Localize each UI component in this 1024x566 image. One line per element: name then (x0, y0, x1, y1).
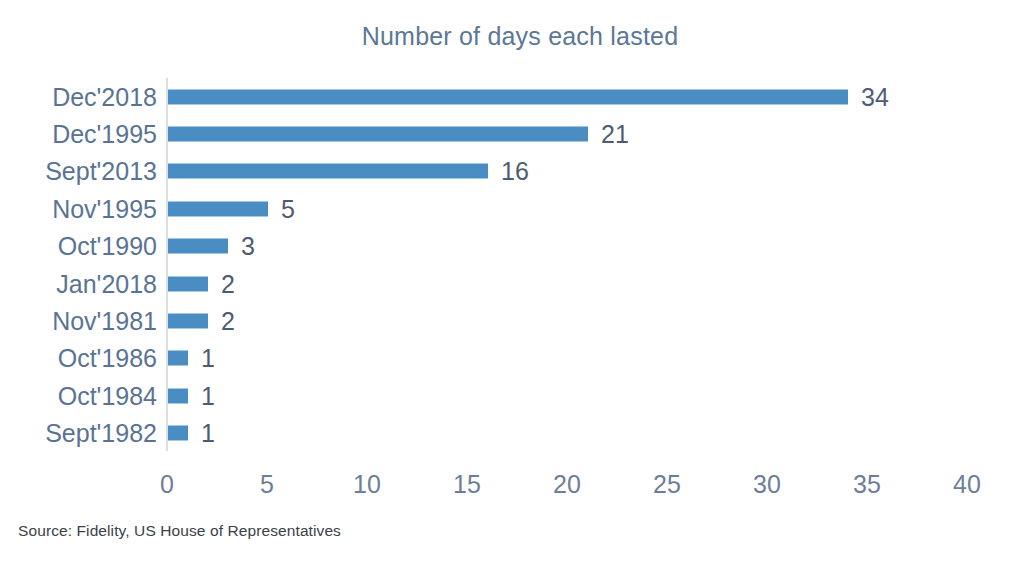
value-label: 5 (281, 194, 295, 223)
category-label: Oct'1986 (0, 344, 157, 373)
bar-row: Nov'1995 5 (0, 190, 1024, 227)
value-label: 3 (241, 232, 255, 261)
x-axis-tick-label: 10 (353, 470, 381, 499)
x-axis-tick-label: 0 (160, 470, 174, 499)
value-label: 1 (201, 419, 215, 448)
bar-row: Jan'2018 2 (0, 265, 1024, 302)
bar-row: Sept'2013 16 (0, 153, 1024, 190)
value-label: 16 (501, 157, 529, 186)
source-note: Source: Fidelity, US House of Representa… (18, 522, 341, 540)
x-axis-tick-label: 20 (553, 470, 581, 499)
y-axis-line (166, 78, 168, 451)
category-label: Dec'1995 (0, 120, 157, 149)
bar (168, 314, 208, 329)
bar-row: Sept'1982 1 (0, 415, 1024, 452)
chart-page: Number of days each lasted Dec'201834Dec… (0, 0, 1024, 566)
category-label: Oct'1990 (0, 232, 157, 261)
bar-row: Oct'1990 3 (0, 228, 1024, 265)
x-axis-tick-label: 40 (953, 470, 981, 499)
value-label: 1 (201, 381, 215, 410)
value-label: 2 (221, 269, 235, 298)
value-label: 2 (221, 307, 235, 336)
category-label: Sept'1982 (0, 419, 157, 448)
x-axis-tick-label: 5 (260, 470, 274, 499)
value-label: 34 (861, 82, 889, 111)
x-axis-tick-label: 30 (753, 470, 781, 499)
bar (168, 164, 488, 179)
bar (168, 239, 228, 254)
bar (168, 388, 188, 403)
category-label: Oct'1984 (0, 381, 157, 410)
category-label: Sept'2013 (0, 157, 157, 186)
bar-row: Dec'1995 21 (0, 115, 1024, 152)
category-label: Nov'1995 (0, 194, 157, 223)
bar (168, 351, 188, 366)
value-label: 21 (601, 120, 629, 149)
bar (168, 426, 188, 441)
bar (168, 89, 848, 104)
category-label: Jan'2018 (0, 269, 157, 298)
bar-row: Oct'1986 1 (0, 340, 1024, 377)
x-axis-tick-label: 15 (453, 470, 481, 499)
bar (168, 276, 208, 291)
bar-row: Oct'1984 1 (0, 377, 1024, 414)
value-label: 1 (201, 344, 215, 373)
x-axis-tick-label: 25 (653, 470, 681, 499)
chart-rows: Dec'201834Dec'199521Sept'201316Nov'19955… (0, 78, 1024, 452)
category-label: Dec'2018 (0, 82, 157, 111)
bar (168, 201, 268, 216)
bar-row: Dec'2018 34 (0, 78, 1024, 115)
x-axis: 0 5 10 15 20 25 30 35 40 (0, 470, 1024, 500)
chart-title: Number of days each lasted (0, 22, 1024, 51)
bar-row: Nov'1981 2 (0, 302, 1024, 339)
x-axis-tick-label: 35 (853, 470, 881, 499)
category-label: Nov'1981 (0, 307, 157, 336)
bar (168, 127, 588, 142)
